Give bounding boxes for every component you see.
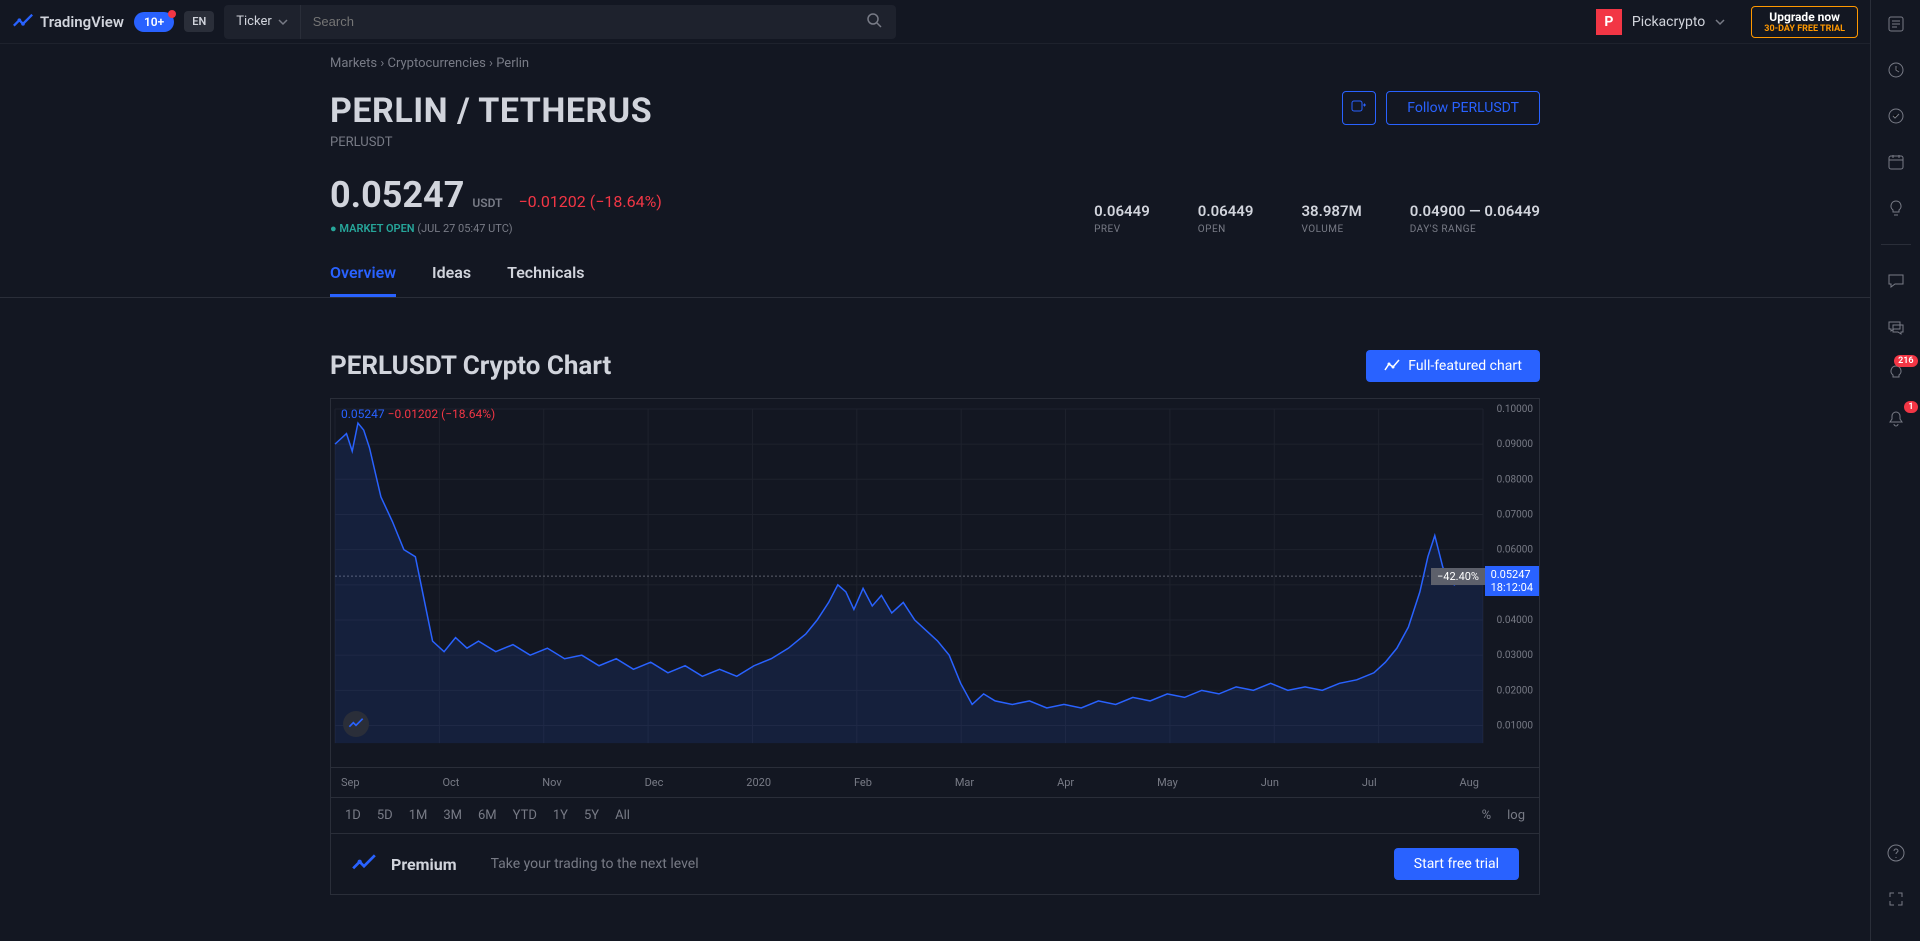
range-all[interactable]: All (615, 808, 630, 823)
price-change: −0.01202 (−18.64%) (518, 192, 661, 211)
chart-legend: 0.05247 −0.01202 (−18.64%) (341, 407, 495, 421)
range-ytd[interactable]: YTD (513, 808, 537, 823)
premium-icon (351, 851, 377, 877)
search-input[interactable] (301, 14, 852, 29)
x-axis-label: Mar (955, 776, 974, 789)
svg-text:0.04000: 0.04000 (1497, 615, 1534, 626)
start-trial-button[interactable]: Start free trial (1394, 848, 1519, 880)
user-name: Pickacrypto (1632, 14, 1705, 30)
follow-button[interactable]: Follow PERLUSDT (1386, 91, 1540, 125)
range-1d[interactable]: 1D (345, 808, 361, 823)
chart-icon (1384, 358, 1400, 374)
notifications-icon[interactable]: 1 (1882, 405, 1910, 433)
x-axis-label: Feb (854, 776, 872, 789)
ticker-label: Ticker (236, 14, 271, 29)
chart-pct-tag: −42.40% (1431, 568, 1485, 585)
fullscreen-icon[interactable] (1882, 885, 1910, 913)
tab-technicals[interactable]: Technicals (507, 263, 584, 297)
search-icon[interactable] (852, 12, 896, 32)
premium-banner: Premium Take your trading to the next le… (330, 834, 1540, 895)
add-watchlist-button[interactable] (1342, 91, 1376, 125)
premium-title: Premium (391, 855, 457, 874)
svg-text:0.10000: 0.10000 (1497, 404, 1534, 415)
alerts-icon[interactable] (1882, 56, 1910, 84)
x-axis-label: May (1157, 776, 1178, 789)
chart-title: PERLUSDT Crypto Chart (330, 351, 611, 381)
breadcrumb-current: Perlin (496, 56, 529, 71)
topbar: TradingView 10+ EN Ticker P Pickacrypto … (0, 0, 1870, 44)
price-unit: USDT (472, 196, 502, 210)
symbol-subtitle: PERLUSDT (330, 135, 652, 150)
svg-text:0.08000: 0.08000 (1497, 474, 1534, 485)
range-5d[interactable]: 5D (377, 808, 393, 823)
stream-icon[interactable]: 216 (1882, 359, 1910, 387)
upgrade-button[interactable]: Upgrade now 30-DAY FREE TRIAL (1751, 6, 1858, 38)
upgrade-title: Upgrade now (1764, 10, 1845, 24)
x-axis-label: 2020 (746, 776, 771, 789)
x-axis-label: Oct (442, 776, 459, 789)
svg-text:0.09000: 0.09000 (1497, 439, 1534, 450)
price-value: 0.05247 (330, 174, 464, 216)
x-axis-label: Jul (1362, 776, 1377, 789)
language-selector[interactable]: EN (184, 11, 214, 32)
range-6m[interactable]: 6M (478, 808, 497, 823)
calendar-icon[interactable] (1882, 148, 1910, 176)
chart-x-axis: Sep Oct Nov Dec 2020 Feb Mar Apr May Jun Jul Aug (330, 768, 1540, 798)
svg-text:0.01000: 0.01000 (1497, 721, 1534, 732)
help-icon[interactable] (1882, 839, 1910, 867)
tab-ideas[interactable]: Ideas (432, 263, 471, 297)
stat-open: 0.06449OPEN (1198, 202, 1254, 235)
x-axis-label: Nov (542, 776, 561, 789)
chart-price-tag: 0.0524718:12:04 (1485, 566, 1539, 596)
x-axis-label: Sep (341, 776, 360, 789)
tab-overview[interactable]: Overview (330, 263, 396, 297)
scale-log[interactable]: log (1507, 808, 1525, 823)
range-5y[interactable]: 5Y (584, 808, 599, 823)
brand-text: TradingView (40, 13, 124, 31)
svg-text:0.06000: 0.06000 (1497, 545, 1534, 556)
stat-volume: 38.987MVOLUME (1301, 202, 1361, 235)
right-rail: 216 1 (1870, 0, 1920, 941)
messages-icon[interactable] (1882, 313, 1910, 341)
range-3m[interactable]: 3M (443, 808, 462, 823)
upgrade-subtitle: 30-DAY FREE TRIAL (1764, 24, 1845, 34)
stream-badge: 216 (1894, 355, 1917, 367)
svg-text:0.07000: 0.07000 (1497, 509, 1534, 520)
full-featured-chart-button[interactable]: Full-featured chart (1366, 350, 1540, 382)
stat-prev: 0.06449PREV (1094, 202, 1150, 235)
chevron-down-icon (1715, 17, 1725, 27)
notification-pill[interactable]: 10+ (134, 12, 174, 32)
tradingview-watermark-icon (343, 711, 369, 737)
hotlists-icon[interactable] (1882, 102, 1910, 130)
user-menu[interactable]: P Pickacrypto (1588, 9, 1733, 35)
breadcrumb-crypto[interactable]: Cryptocurrencies (388, 56, 486, 71)
chart-range-selector: 1D 5D 1M 3M 6M YTD 1Y 5Y All % log (330, 798, 1540, 834)
breadcrumb: Markets › Cryptocurrencies › Perlin (330, 56, 1540, 71)
x-axis-label: Aug (1460, 776, 1479, 789)
search-bar: Ticker (224, 5, 896, 39)
ticker-dropdown[interactable]: Ticker (224, 5, 300, 39)
range-1m[interactable]: 1M (409, 808, 428, 823)
svg-text:0.02000: 0.02000 (1497, 685, 1534, 696)
premium-subtitle: Take your trading to the next level (491, 856, 699, 872)
range-1y[interactable]: 1Y (553, 808, 568, 823)
breadcrumb-markets[interactable]: Markets (330, 56, 377, 71)
page-title: PERLIN / TETHERUS (330, 91, 652, 131)
brand-logo[interactable]: TradingView (12, 11, 124, 33)
market-status: ● MARKET OPEN (JUL 27 05:47 UTC) (330, 222, 662, 235)
chat-icon[interactable] (1882, 267, 1910, 295)
user-avatar: P (1596, 9, 1622, 35)
notifications-badge: 1 (1904, 401, 1917, 413)
x-axis-label: Apr (1057, 776, 1074, 789)
stat-range: 0.04900 — 0.06449DAY'S RANGE (1410, 202, 1540, 235)
x-axis-label: Jun (1261, 776, 1279, 789)
ideas-icon[interactable] (1882, 194, 1910, 222)
chevron-down-icon (278, 17, 288, 27)
price-chart[interactable]: 0.05247 −0.01202 (−18.64%) 0.10000 0.0900… (330, 398, 1540, 768)
svg-text:0.03000: 0.03000 (1497, 650, 1534, 661)
x-axis-label: Dec (645, 776, 664, 789)
scale-percent[interactable]: % (1482, 808, 1492, 823)
watchlist-icon[interactable] (1882, 10, 1910, 38)
